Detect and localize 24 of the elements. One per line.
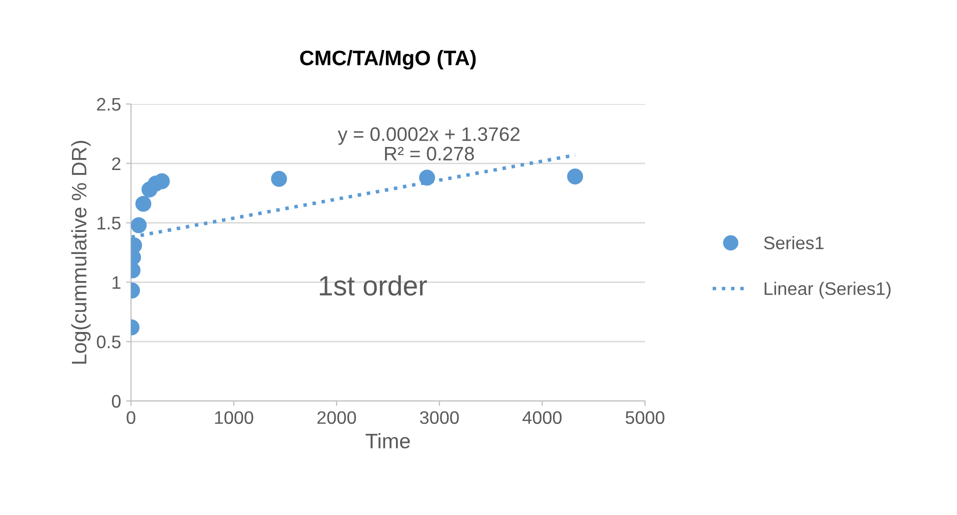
x-tick-label: 3000 [420,411,459,424]
point [271,170,288,187]
y-tick-label: 2.5 [97,98,121,111]
y-tick-label: 1.5 [98,216,121,230]
y-tick-label: 1 [112,276,120,289]
chart-title: CMC/TA/MgO (TA) [300,50,476,70]
y-tick-label: 0.5 [96,336,121,348]
point [135,196,152,212]
y-tick-label: 2 [112,157,120,170]
x-axis-title: Time [366,433,410,448]
y-tick-label: 0 [112,394,121,408]
point [567,168,584,184]
legend-label: Series1 [764,236,824,250]
point [419,170,436,186]
y-axis-title: Log(cummulative % DR) [71,140,91,364]
annotation: 1st order [320,275,427,296]
legend-label: Linear (Series1) [764,282,891,299]
annotation: y = 0.0002x + 1.3762 R² = 0.278 [338,127,520,161]
x-tick-label: 4000 [522,411,562,424]
x-tick-label: 5000 [626,411,664,424]
x-tick-label: 2000 [317,411,356,424]
x-tick-label: 1000 [215,411,254,424]
x-tick-label: 0 [126,411,136,424]
point [131,217,147,234]
